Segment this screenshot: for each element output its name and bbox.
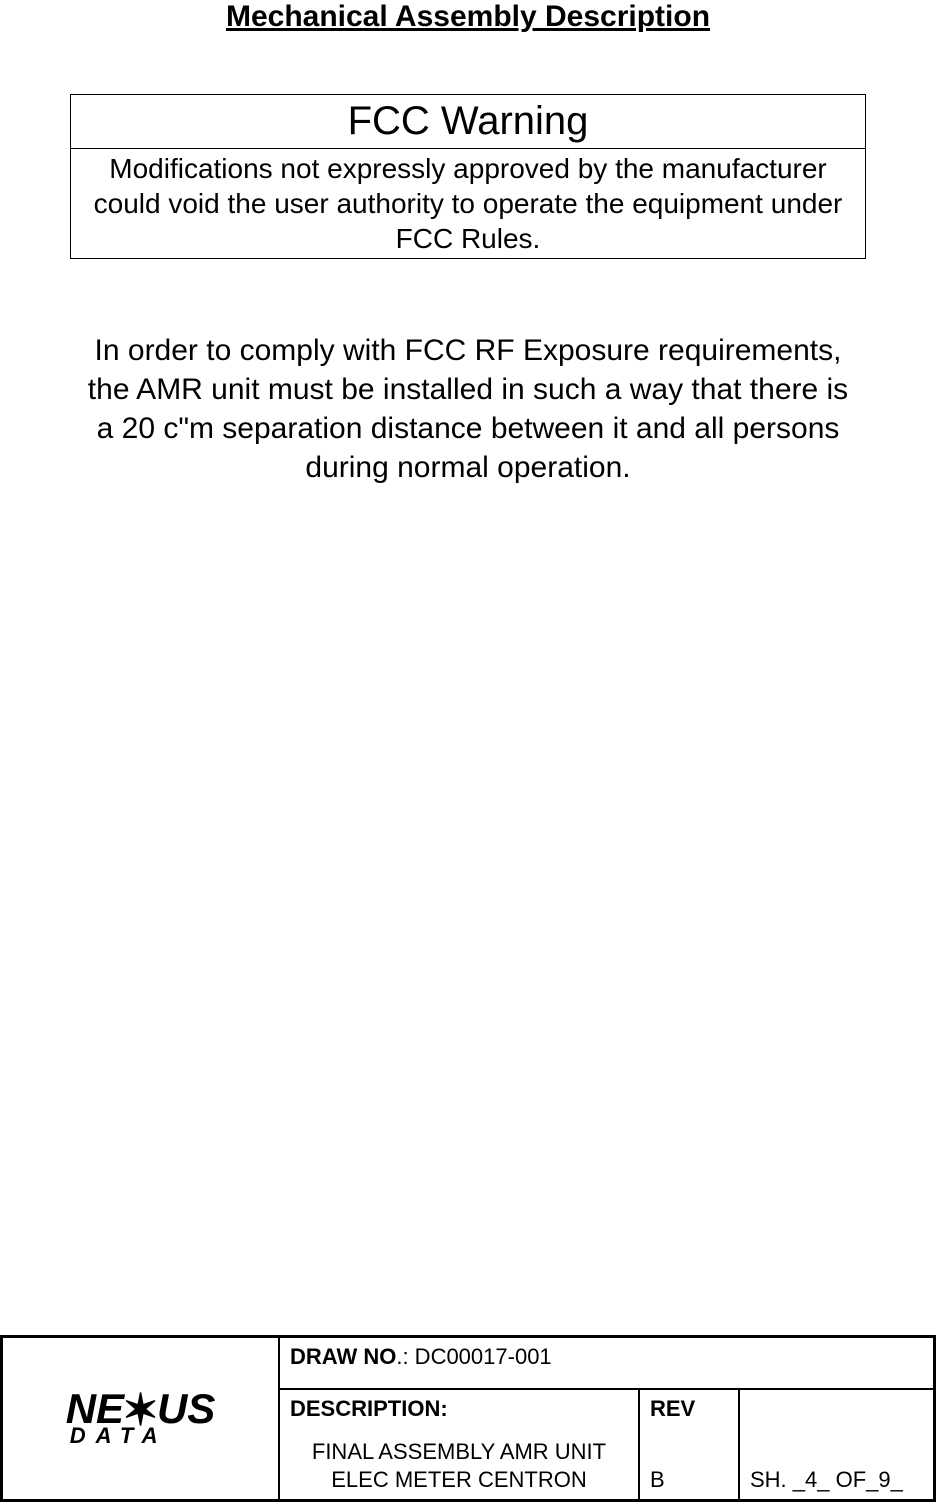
draw-number-label: DRAW NO [290, 1344, 396, 1369]
description-line-2: ELEC METER CENTRON [290, 1466, 628, 1494]
description-line-1: FINAL ASSEMBLY AMR UNIT [290, 1438, 628, 1466]
description-label: DESCRIPTION: [290, 1396, 628, 1422]
document-page: Mechanical Assembly Description FCC Warn… [0, 0, 936, 1502]
draw-number-sep: .: [396, 1344, 408, 1369]
nexus-data-logo: NE✶US DATA [66, 1390, 216, 1447]
revision-value: B [650, 1467, 665, 1493]
draw-number-cell: DRAW NO.: DC00017-001 [278, 1338, 933, 1390]
description-cell: DESCRIPTION: FINAL ASSEMBLY AMR UNIT ELE… [278, 1390, 638, 1499]
revision-cell: REV B [638, 1390, 738, 1499]
logo-text-us: US [157, 1391, 215, 1427]
title-block: NE✶US DATA DRAW NO.: DC00017-001 DESCRIP… [0, 1335, 936, 1502]
fcc-warning-box: FCC Warning Modifications not expressly … [70, 94, 866, 259]
compliance-text: In order to comply with FCC RF Exposure … [70, 331, 866, 487]
logo-cell: NE✶US DATA [3, 1338, 278, 1499]
fcc-warning-header: FCC Warning [71, 95, 865, 149]
fcc-warning-body: Modifications not expressly approved by … [71, 149, 865, 258]
revision-label: REV [650, 1396, 728, 1422]
sheet-text: SH. _4_ OF_9_ [750, 1467, 903, 1493]
logo-star-icon: ✶ [122, 1392, 159, 1429]
page-title: Mechanical Assembly Description [70, 0, 866, 34]
draw-number-value: DC00017-001 [409, 1344, 552, 1369]
logo-text-ne: NE [66, 1391, 124, 1427]
sheet-cell: SH. _4_ OF_9_ [738, 1390, 933, 1499]
